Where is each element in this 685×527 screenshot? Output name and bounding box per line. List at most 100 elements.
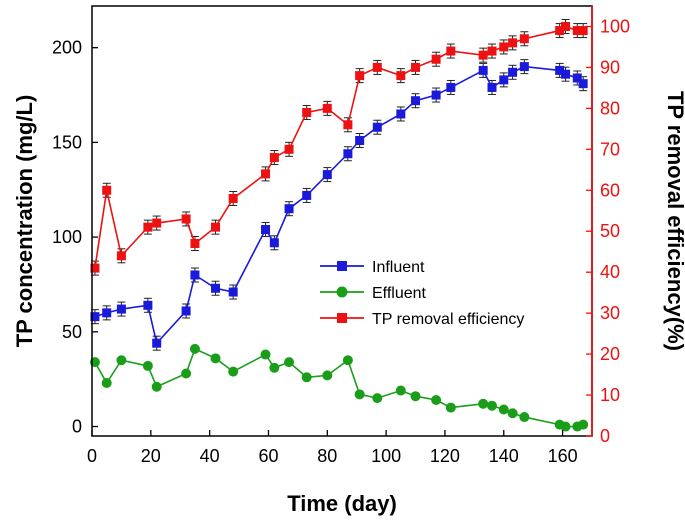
data-point-tp-removal-efficiency (343, 120, 353, 130)
data-point-influent (572, 73, 582, 83)
x-tick-label: 160 (548, 446, 578, 466)
data-point-tp-removal-efficiency (228, 193, 238, 203)
data-point-influent (302, 190, 312, 200)
data-point-tp-removal-efficiency (116, 251, 126, 261)
data-point-tp-removal-efficiency (355, 71, 365, 81)
data-point-influent (411, 96, 421, 106)
data-point-tp-removal-efficiency (261, 169, 271, 179)
data-point-effluent (560, 421, 571, 432)
data-point-tp-removal-efficiency (269, 153, 279, 163)
y-right-tick-label: 90 (600, 57, 620, 77)
data-point-effluent (431, 395, 442, 406)
data-point-effluent (228, 366, 239, 377)
data-point-effluent (410, 391, 421, 402)
data-point-effluent (269, 362, 280, 373)
data-point-tp-removal-efficiency (508, 38, 518, 48)
data-point-tp-removal-efficiency (478, 50, 488, 60)
data-point-influent (143, 300, 153, 310)
data-point-tp-removal-efficiency (90, 263, 100, 273)
x-tick-label: 0 (87, 446, 97, 466)
data-point-influent (228, 287, 238, 297)
data-point-influent (431, 90, 441, 100)
legend-label: TP removal efficiency (372, 311, 524, 328)
error-bar-layer (90, 18, 588, 431)
y-right-tick-label: 60 (600, 180, 620, 200)
y-right-tick-label: 30 (600, 303, 620, 323)
x-tick-label: 40 (200, 446, 220, 466)
data-point-effluent (181, 368, 192, 379)
data-point-influent (355, 135, 365, 145)
y-left-tick-label: 100 (52, 227, 82, 247)
series-line-influent (94, 65, 584, 345)
data-point-tp-removal-efficiency (372, 62, 382, 72)
data-point-tp-removal-efficiency (519, 34, 529, 44)
data-point-influent (578, 79, 588, 89)
data-point-effluent (301, 372, 312, 383)
data-point-influent (508, 67, 518, 77)
data-point-effluent (519, 412, 530, 423)
data-point-effluent (372, 393, 383, 404)
data-point-tp-removal-efficiency (411, 62, 421, 72)
data-point-effluent (487, 400, 497, 411)
data-point-tp-removal-efficiency (499, 42, 509, 52)
data-point-effluent (354, 389, 365, 400)
data-point-tp-removal-efficiency (190, 239, 200, 249)
data-point-tp-removal-efficiency (487, 46, 497, 56)
data-point-influent (446, 82, 456, 92)
data-point-effluent (478, 398, 489, 409)
legend-marker (337, 313, 347, 323)
ticks-layer: 0 20 40 60 80 100 120 140 160 0 50 100 150 200 0 10 20 30… (52, 16, 630, 466)
data-point-influent (102, 308, 112, 318)
data-point-effluent (498, 404, 509, 415)
data-point-influent (284, 204, 294, 214)
data-point-effluent (101, 377, 112, 388)
legend-label: Effluent (372, 285, 427, 302)
x-tick-label: 100 (371, 446, 401, 466)
y-left-tick-label: 0 (72, 417, 82, 437)
legend: Influent Effluent TP removal efficiency (320, 259, 524, 328)
y-right-tick-label: 100 (600, 16, 630, 36)
data-point-effluent (210, 353, 221, 364)
data-point-tp-removal-efficiency (555, 26, 565, 36)
data-point-tp-removal-efficiency (284, 144, 294, 154)
data-point-effluent (342, 355, 353, 366)
series-line-tp-removal-efficiency (94, 25, 584, 269)
data-point-influent (519, 62, 529, 72)
data-point-effluent (189, 343, 200, 354)
y-axis-left-title: TP concentration (mg/L) (12, 95, 37, 348)
data-point-influent (343, 149, 353, 159)
data-point-influent (487, 82, 497, 92)
y-left-tick-label: 150 (52, 132, 82, 152)
y-axis-right-title: TP removal efficiency(%) (663, 91, 685, 351)
y-left-tick-label: 200 (52, 38, 82, 58)
data-point-tp-removal-efficiency (578, 26, 588, 36)
data-point-effluent (142, 360, 153, 371)
data-point-effluent (116, 355, 127, 366)
x-tick-label: 120 (430, 446, 460, 466)
data-point-influent (152, 338, 162, 348)
data-point-tp-removal-efficiency (561, 21, 571, 31)
x-tick-label: 80 (317, 446, 337, 466)
data-point-tp-removal-efficiency (211, 222, 221, 232)
legend-marker (336, 286, 348, 298)
data-point-tp-removal-efficiency (396, 71, 406, 81)
data-point-tp-removal-efficiency (143, 222, 153, 232)
y-right-tick-label: 10 (600, 385, 620, 405)
x-tick-label: 60 (258, 446, 278, 466)
y-right-tick-label: 70 (600, 139, 620, 159)
legend-label: Influent (372, 259, 425, 276)
x-tick-label: 20 (141, 446, 161, 466)
x-tick-label: 140 (489, 446, 519, 466)
data-point-influent (116, 304, 126, 314)
data-point-effluent (284, 357, 295, 368)
data-point-tp-removal-efficiency (431, 54, 441, 64)
data-point-tp-removal-efficiency (152, 218, 162, 228)
data-point-effluent (395, 385, 406, 396)
data-point-influent (211, 283, 221, 293)
y-right-tick-label: 0 (600, 426, 610, 446)
data-point-effluent (322, 370, 333, 381)
y-right-tick-label: 20 (600, 344, 620, 364)
data-point-influent (269, 238, 279, 248)
data-point-effluent (260, 349, 271, 360)
